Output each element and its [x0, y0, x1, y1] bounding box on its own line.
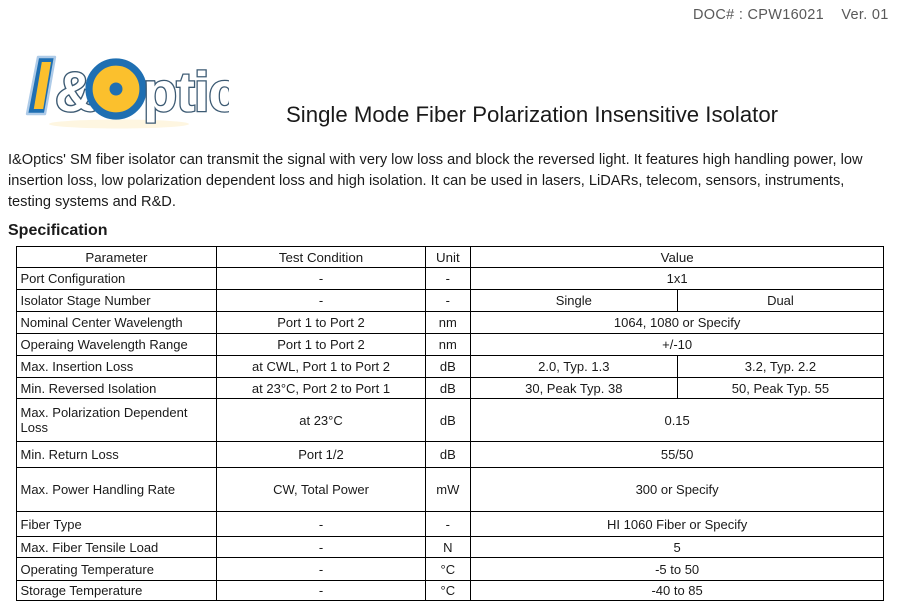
svg-text:ptics: ptics: [143, 60, 229, 123]
